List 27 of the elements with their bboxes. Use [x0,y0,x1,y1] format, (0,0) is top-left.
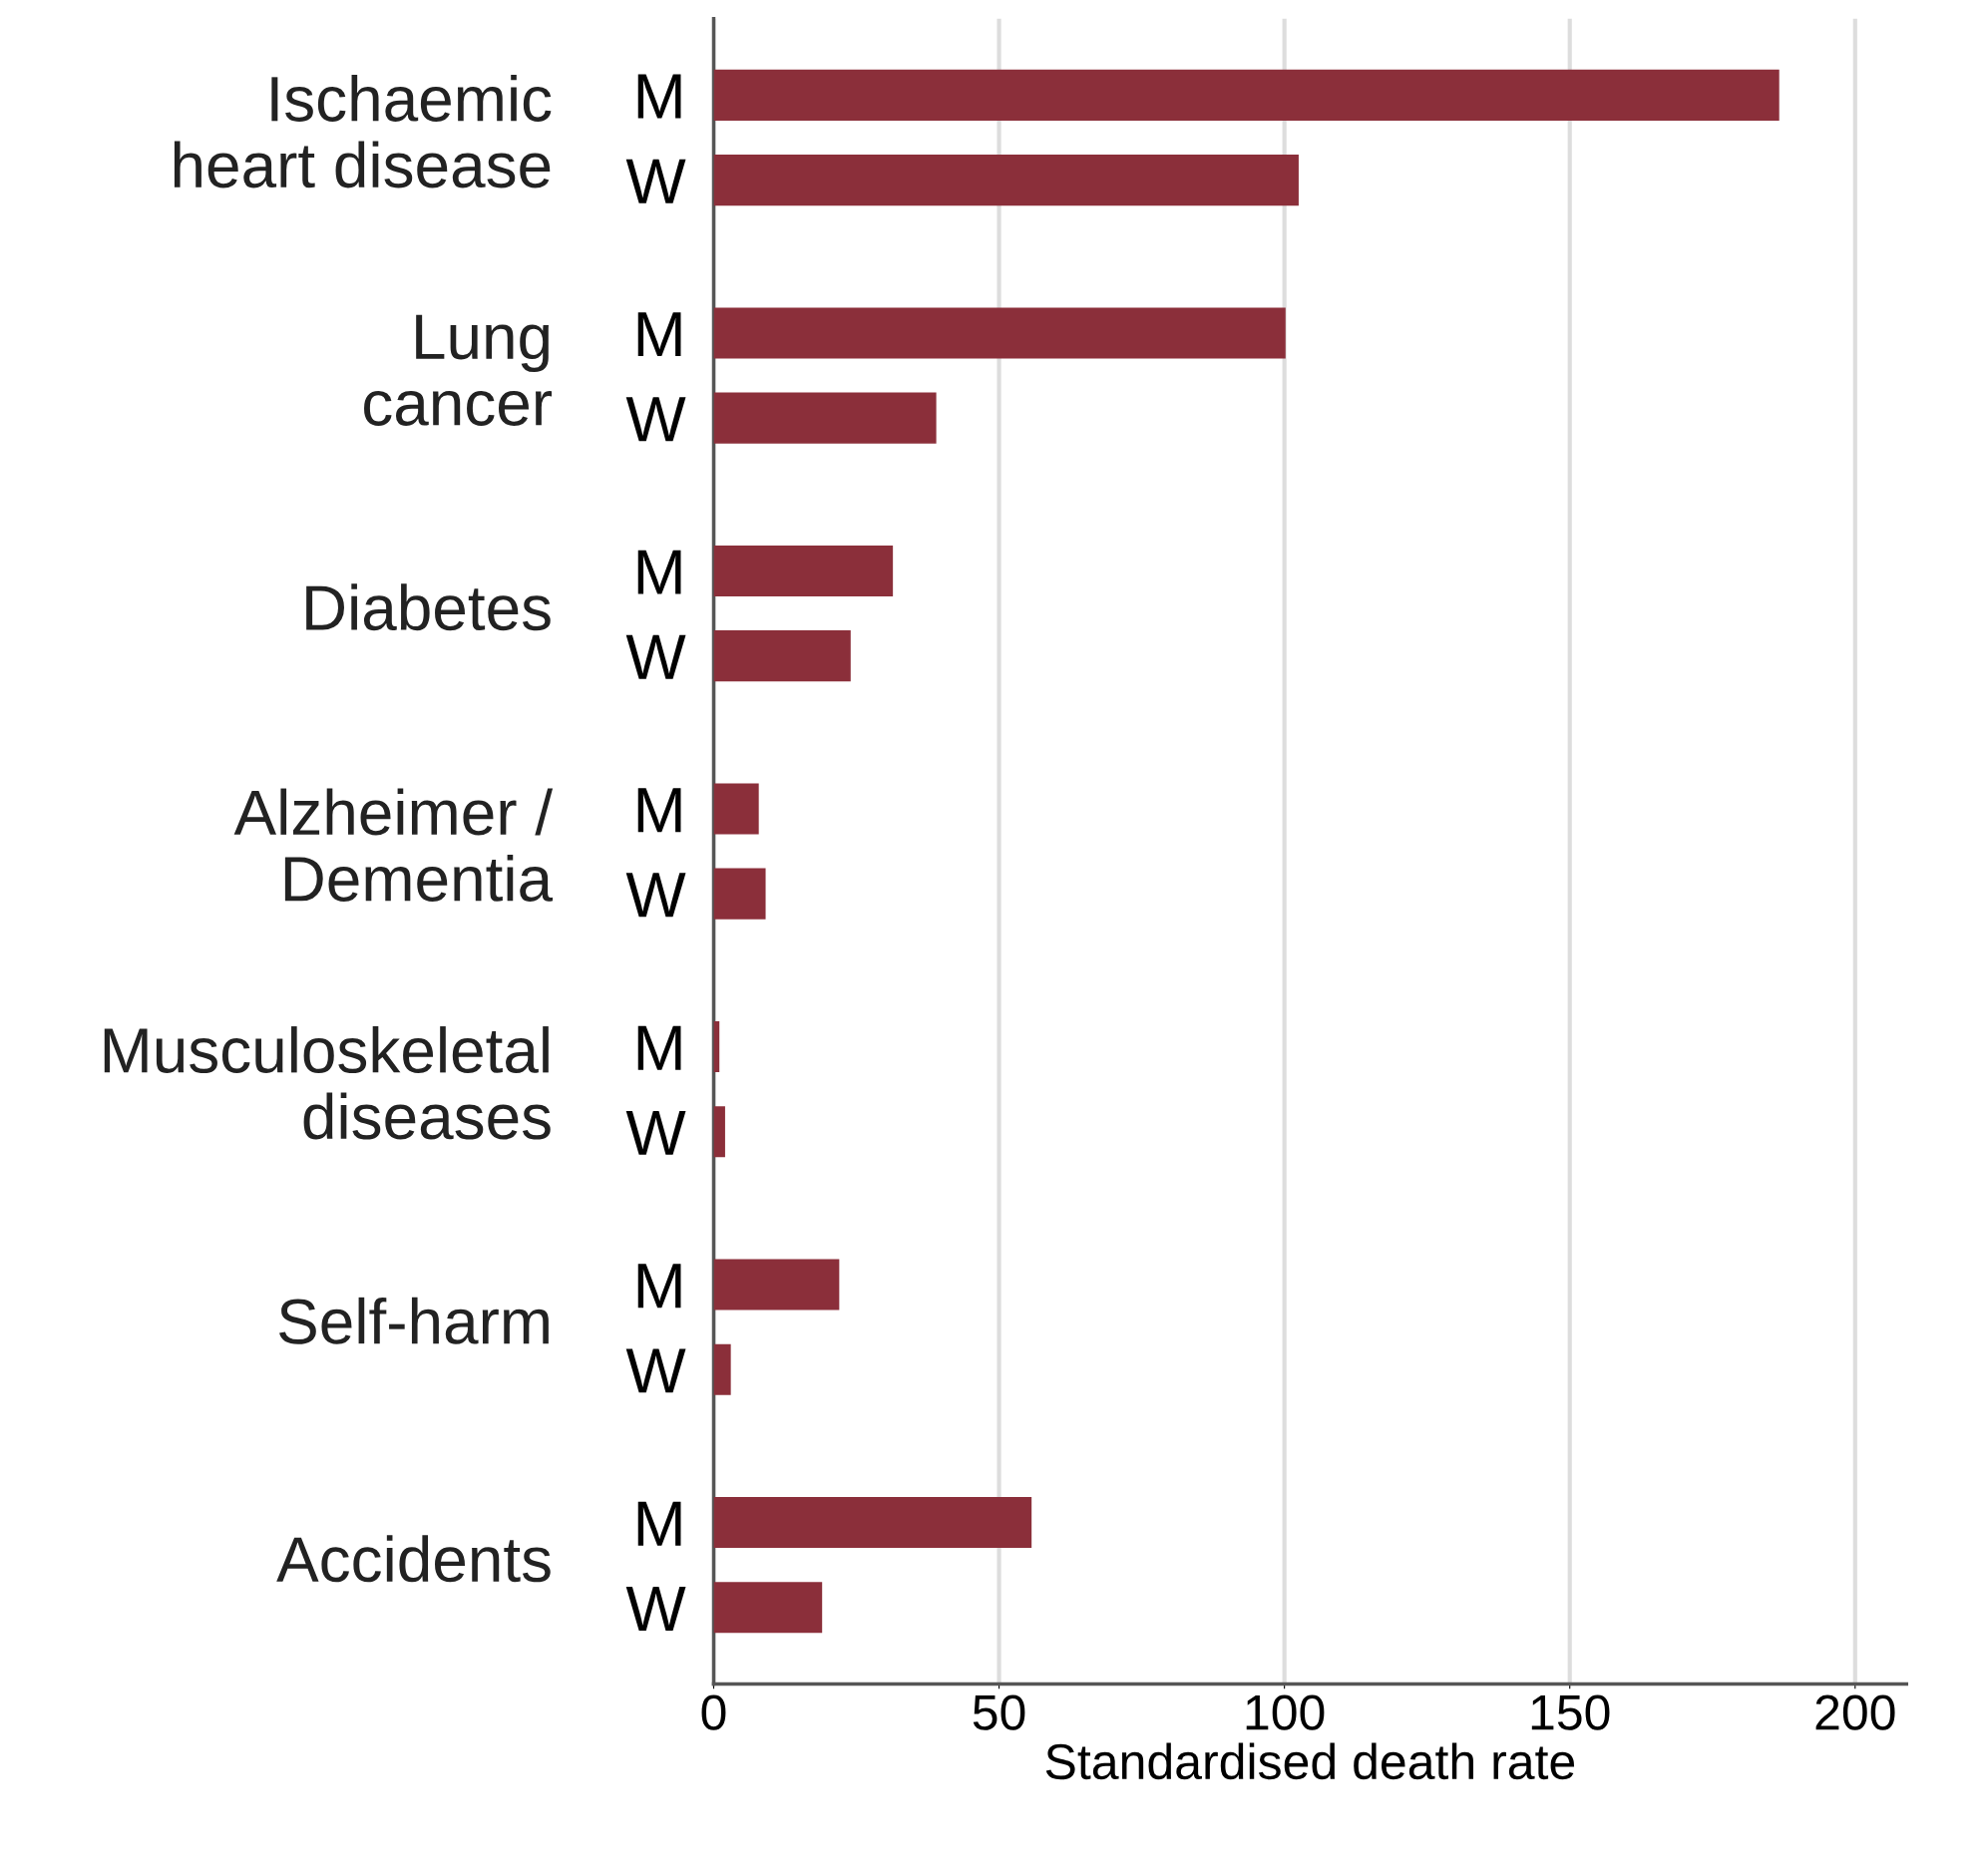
text: Musculoskeletal diseases [104,1026,551,1140]
y-tick-label: M [637,1501,681,1546]
y-tick-label: W [625,1348,686,1393]
y-tick-label: M [637,1264,681,1309]
x-tick-label: 50 [973,1694,1025,1730]
text: Alzheimer / Dementia [233,788,554,902]
y-tick-label: M [637,550,681,594]
y-tick-label: M [637,1025,681,1070]
y-tick-label: W [625,397,686,442]
y-tick-label: W [625,1586,686,1631]
x-tick-label: 100 [1246,1694,1325,1730]
x-tick-label: 150 [1531,1694,1610,1730]
y-tick-label: W [625,873,686,918]
y-tick-label: M [637,74,681,119]
y-tick-label: M [637,312,681,357]
text: Accidents [276,1535,551,1583]
text: Lung cancer [364,314,553,426]
y-tick-label: W [625,159,686,203]
x-tick-label: 0 [701,1694,726,1730]
x-tick-label: 200 [1815,1694,1895,1730]
text: Ischaemic heart disease [174,74,552,188]
text: Self-harm [279,1297,549,1344]
y-tick-label: W [625,634,686,679]
text: Diabetes [306,583,551,631]
y-tick-label: M [637,788,681,833]
y-tick-label: W [625,1110,686,1155]
x-axis-title: Standardised death rate [1045,1742,1575,1780]
